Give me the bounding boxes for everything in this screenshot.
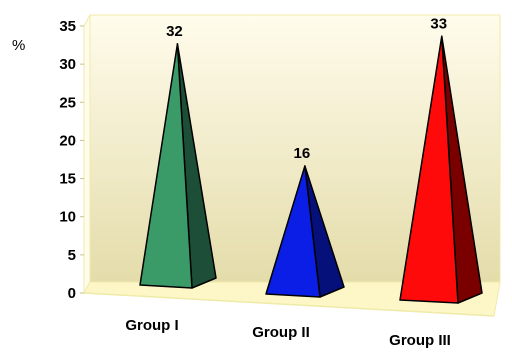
y-tick-label: 15 xyxy=(59,171,76,188)
pyramid-front-face xyxy=(139,43,193,289)
pyramid-group-ii xyxy=(265,165,345,298)
data-label: 16 xyxy=(294,145,311,162)
pyramid-group-iii xyxy=(399,35,483,304)
data-label: 33 xyxy=(430,15,447,32)
pyramid-group-i xyxy=(139,43,217,289)
x-category-label: Group II xyxy=(252,324,310,341)
y-tick-label: 35 xyxy=(59,18,76,35)
floor-front-edge xyxy=(83,292,495,317)
y-axis-unit-label: % xyxy=(12,37,25,54)
pyramid-front-face xyxy=(265,165,321,298)
y-tick-label: 5 xyxy=(68,247,76,264)
data-label: 32 xyxy=(166,23,183,40)
y-tick-label: 10 xyxy=(59,209,76,226)
x-category-label: Group III xyxy=(389,332,451,349)
y-tick-label: 25 xyxy=(59,94,76,111)
y-tick-label: 30 xyxy=(59,56,76,73)
y-tick-label: 20 xyxy=(59,132,76,149)
pyramid-front-face xyxy=(399,35,459,304)
x-category-label: Group I xyxy=(125,317,178,334)
y-tick-label: 0 xyxy=(68,285,76,302)
side-wall xyxy=(83,14,91,294)
